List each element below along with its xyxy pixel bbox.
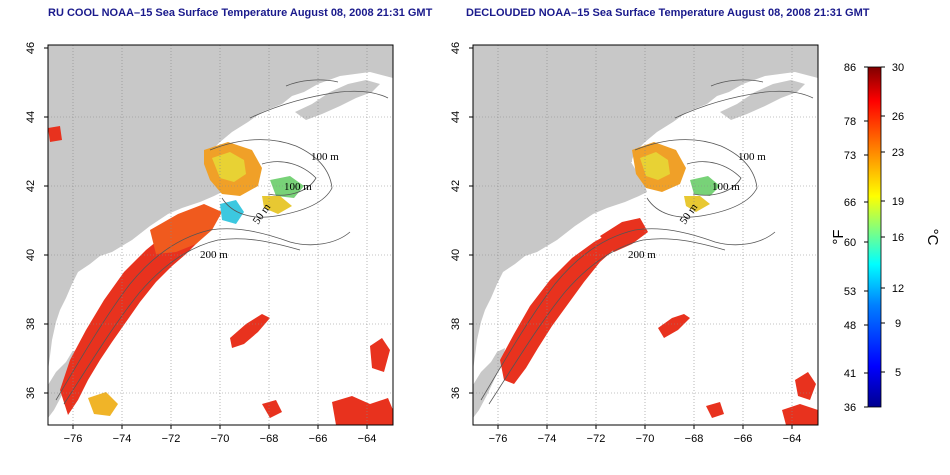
lat-tick-label: 38 <box>25 318 37 330</box>
right-panel-title: DECLOUDED NOAA–15 Sea Surface Temperatur… <box>466 7 870 19</box>
fahrenheit-tick-label: 53 <box>844 286 856 298</box>
lon-tick-label: −70 <box>636 433 655 445</box>
axis-ticks-right <box>469 47 793 429</box>
nova-scotia-land <box>720 80 805 120</box>
axis-ticks-left <box>44 47 368 429</box>
fahrenheit-unit-label: °F <box>830 229 847 244</box>
lat-tick-label: 44 <box>25 111 37 123</box>
celsius-tick-label: 16 <box>892 232 904 244</box>
lon-tick-label: −76 <box>64 433 83 445</box>
lat-tick-label: 40 <box>450 249 462 261</box>
fahrenheit-tick-label: 48 <box>844 320 856 332</box>
contour-label: 200 m <box>200 249 228 261</box>
lon-tick-label: −66 <box>734 433 753 445</box>
nova-scotia-land <box>295 80 380 120</box>
fahrenheit-tick-label: 36 <box>844 402 856 414</box>
lon-tick-label: −72 <box>587 433 606 445</box>
celsius-tick-label: 5 <box>895 367 901 379</box>
lon-tick-label: −64 <box>783 433 802 445</box>
fahrenheit-tick-label: 86 <box>844 62 856 74</box>
lat-tick-label: 44 <box>450 111 462 123</box>
lat-tick-label: 42 <box>25 180 37 192</box>
lon-tick-label: −64 <box>358 433 377 445</box>
graticule-grid <box>48 45 393 425</box>
lat-tick-label: 42 <box>450 180 462 192</box>
celsius-tick-label: 9 <box>895 318 901 330</box>
left-panel-title: RU COOL NOAA–15 Sea Surface Temperature … <box>48 7 433 19</box>
colorbar-ticks <box>864 66 885 408</box>
lat-tick-label: 36 <box>450 387 462 399</box>
land-mass <box>48 45 393 370</box>
land-mass <box>473 45 818 370</box>
colorbar-gradient <box>867 66 882 408</box>
fahrenheit-tick-label: 78 <box>844 116 856 128</box>
lat-tick-label: 36 <box>25 387 37 399</box>
celsius-unit-label: °C <box>924 229 941 246</box>
contour-label: 200 m <box>628 249 656 261</box>
lon-tick-label: −68 <box>260 433 279 445</box>
celsius-tick-label: 26 <box>892 111 904 123</box>
lat-tick-label: 46 <box>25 42 37 54</box>
bathymetry-contours <box>55 79 389 405</box>
fahrenheit-tick-label: 73 <box>844 150 856 162</box>
fahrenheit-tick-label: 66 <box>844 197 856 209</box>
contour-label: 100 m <box>712 181 740 193</box>
delmarva-land <box>473 348 505 418</box>
sst-field <box>48 126 393 425</box>
contour-label: 100 m <box>284 181 312 193</box>
lat-tick-label: 40 <box>25 249 37 261</box>
lon-tick-label: −66 <box>309 433 328 445</box>
sst-field <box>500 142 818 425</box>
lat-tick-label: 38 <box>450 318 462 330</box>
lon-tick-label: −70 <box>211 433 230 445</box>
lon-tick-label: −74 <box>538 433 557 445</box>
graticule-grid <box>473 45 818 425</box>
celsius-tick-label: 19 <box>892 196 904 208</box>
celsius-tick-label: 23 <box>892 147 904 159</box>
lat-tick-label: 46 <box>450 42 462 54</box>
contour-label: 100 m <box>738 151 766 163</box>
lon-tick-label: −72 <box>162 433 181 445</box>
celsius-tick-label: 30 <box>892 62 904 74</box>
bathymetry-contours <box>480 79 814 405</box>
fahrenheit-tick-label: 41 <box>844 368 856 380</box>
contour-label: 100 m <box>311 151 339 163</box>
lon-tick-label: −68 <box>685 433 704 445</box>
cape-cod-land <box>193 142 207 162</box>
cape-cod-land <box>618 142 632 162</box>
fahrenheit-tick-label: 60 <box>844 237 856 249</box>
lon-tick-label: −76 <box>489 433 508 445</box>
lon-tick-label: −74 <box>113 433 132 445</box>
celsius-tick-label: 12 <box>892 283 904 295</box>
